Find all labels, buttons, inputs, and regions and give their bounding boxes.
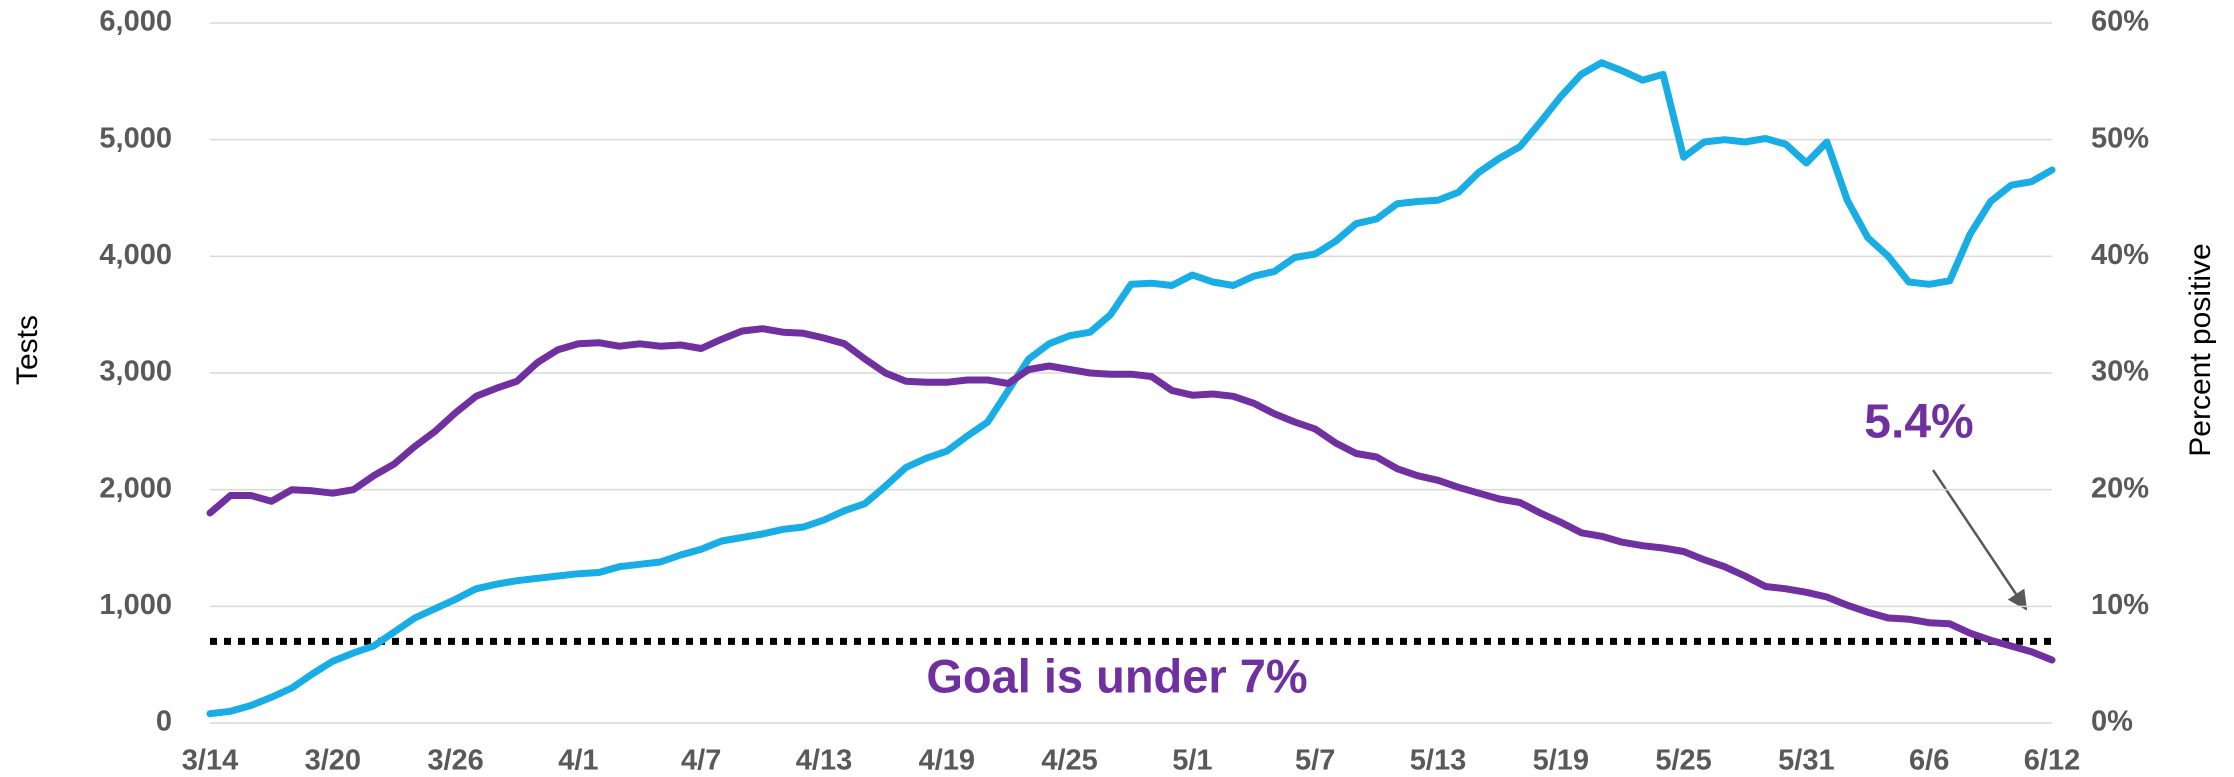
x-tick-label: 4/7 — [681, 745, 721, 777]
x-tick-label: 6/6 — [1909, 745, 1949, 777]
x-tick-label: 6/12 — [2024, 745, 2080, 777]
series-line — [206, 59, 2056, 718]
y-tick-label: 2,000 — [99, 472, 172, 504]
y2-axis-label: Percent positive — [2184, 243, 2217, 456]
series-line — [206, 325, 2056, 664]
x-tick-label: 5/1 — [1172, 745, 1212, 777]
x-tick-label: 4/13 — [796, 745, 852, 777]
x-tick-label: 5/31 — [1778, 745, 1834, 777]
y2-tick-label: 50% — [2091, 122, 2149, 154]
y-tick-label: 5,000 — [99, 122, 172, 154]
annotation-arrow — [1931, 469, 2028, 611]
x-tick-label: 4/19 — [919, 745, 975, 777]
x-tick-label: 5/25 — [1655, 745, 1711, 777]
annotation: Goal is under 7% — [926, 649, 1307, 702]
x-tick-label: 5/19 — [1533, 745, 1589, 777]
y2-tick-label: 20% — [2091, 472, 2149, 504]
y-tick-label: 0 — [156, 706, 172, 738]
y2-tick-label: 30% — [2091, 356, 2149, 388]
x-tick-label: 4/25 — [1041, 745, 1097, 777]
y-tick-label: 3,000 — [99, 356, 172, 388]
x-tick-label: 5/7 — [1295, 745, 1335, 777]
y-tick-label: 1,000 — [99, 589, 172, 621]
y2-tick-label: 40% — [2091, 239, 2149, 271]
y2-tick-label: 0% — [2091, 706, 2133, 738]
y2-tick-label: 60% — [2091, 6, 2149, 38]
x-tick-label: 5/13 — [1410, 745, 1466, 777]
y2-tick-label: 10% — [2091, 589, 2149, 621]
y-tick-label: 6,000 — [99, 6, 172, 38]
y-tick-label: 4,000 — [99, 239, 172, 271]
y-axis-label: Tests — [11, 315, 44, 385]
x-tick-label: 4/1 — [558, 745, 598, 777]
x-tick-label: 3/14 — [182, 745, 238, 777]
x-tick-label: 3/20 — [305, 745, 361, 777]
x-tick-label: 3/26 — [427, 745, 483, 777]
annotation: 5.4% — [1864, 396, 1973, 449]
